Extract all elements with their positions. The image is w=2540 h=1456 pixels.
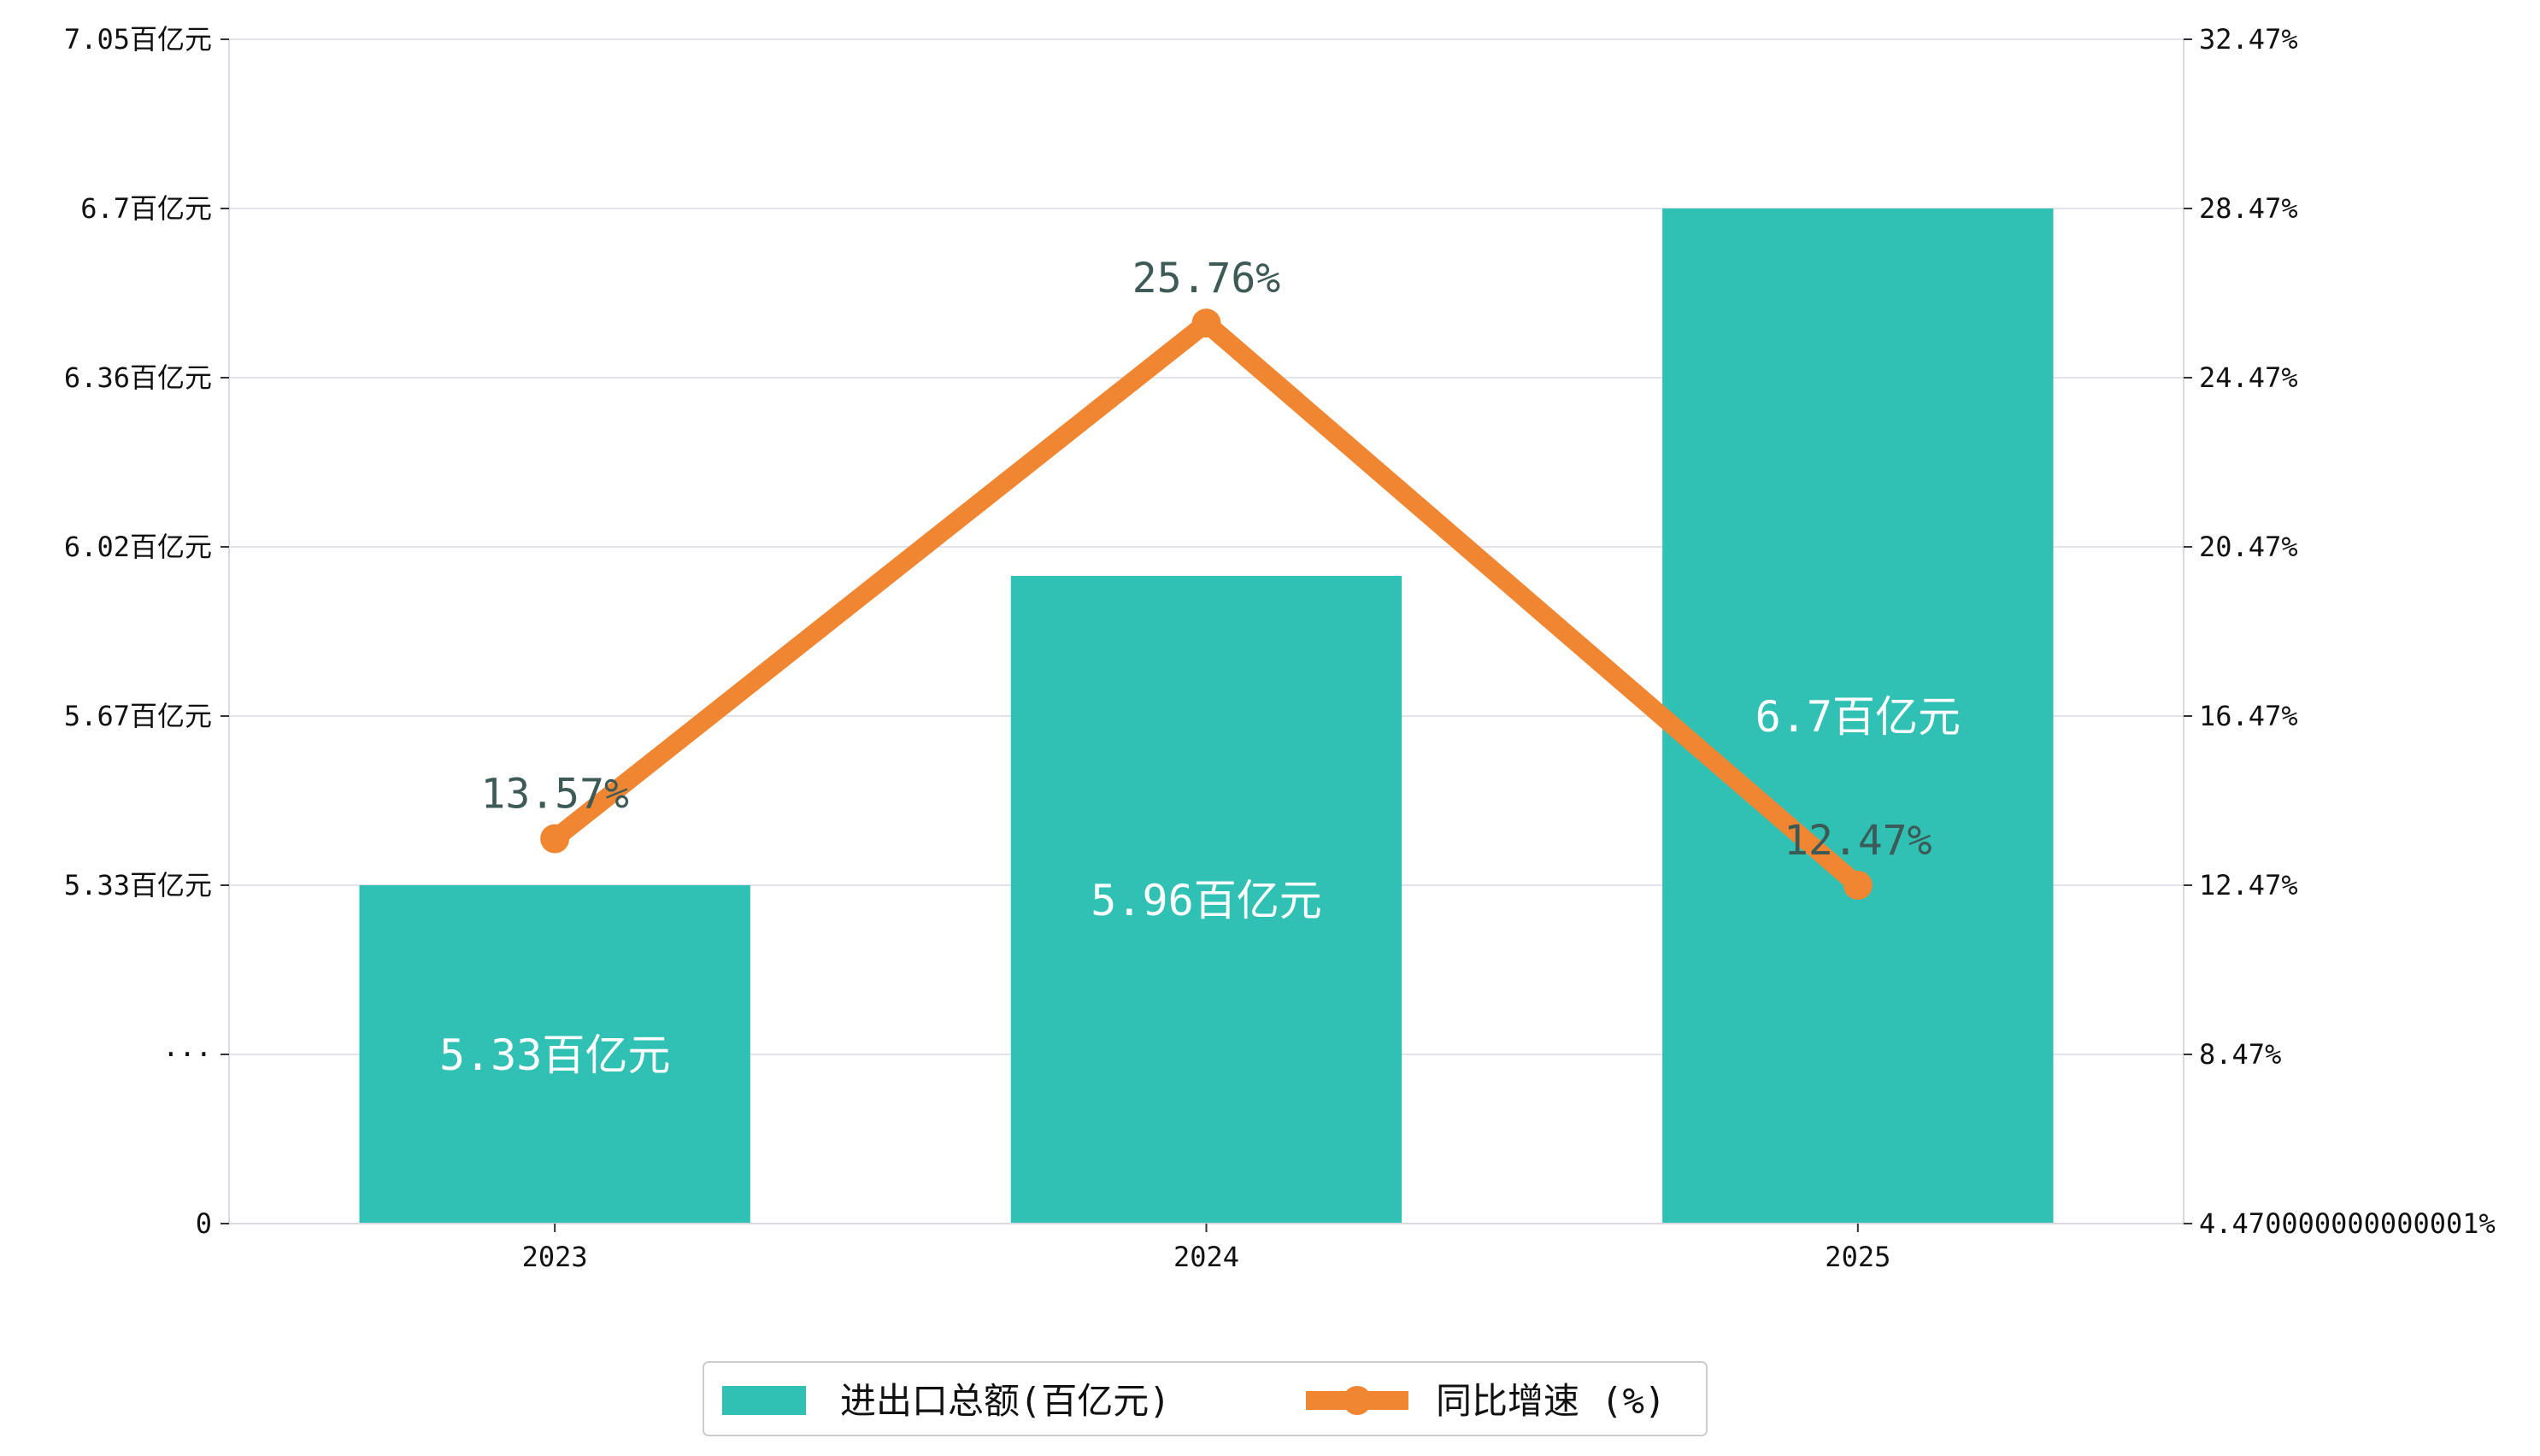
- growth-value-labels: 13.57% 25.76% 12.47%: [480, 255, 1931, 865]
- growth-value-label: 12.47%: [1784, 817, 1931, 865]
- bar-value-label: 5.96百亿元: [1091, 876, 1321, 925]
- x-axis-ticks: 2023 2024 2025: [522, 1224, 1890, 1273]
- x-tick-label: 2025: [1825, 1241, 1890, 1273]
- right-axis-ticks: 4.470000000000001% 8.47% 12.47% 16.47% 20.47…: [2184, 23, 2496, 1240]
- growth-point: [540, 824, 570, 854]
- growth-point: [1843, 871, 1873, 900]
- left-tick-label: ···: [162, 1038, 212, 1071]
- right-tick-label: 32.47%: [2199, 23, 2298, 56]
- growth-line-series: [540, 308, 1873, 900]
- bar: [1662, 208, 2054, 1224]
- legend-line-label: 同比增速 (%): [1436, 1380, 1666, 1422]
- growth-value-label: 25.76%: [1132, 255, 1280, 302]
- growth-value-label: 13.57%: [480, 771, 628, 819]
- legend-bar-swatch: [722, 1386, 806, 1415]
- right-tick-label: 4.470000000000001%: [2199, 1207, 2496, 1240]
- x-tick-label: 2024: [1173, 1241, 1239, 1273]
- right-tick-label: 8.47%: [2199, 1038, 2281, 1071]
- legend-line-marker: [1343, 1386, 1372, 1415]
- left-tick-label: 7.05百亿元: [64, 23, 212, 56]
- legend-box: [703, 1361, 1708, 1436]
- right-tick-label: 16.47%: [2199, 700, 2298, 732]
- x-tick-label: 2023: [522, 1241, 588, 1273]
- left-tick-label: 6.02百亿元: [64, 531, 212, 563]
- bar: [359, 885, 750, 1224]
- left-axis-ticks: 0 ··· 5.33百亿元 5.67百亿元 6.02百亿元 6.36百亿元 6.7百亿元 7.…: [64, 23, 229, 1240]
- left-tick-label: 6.36百亿元: [64, 361, 212, 394]
- bar-value-label: 6.7百亿元: [1755, 692, 1961, 742]
- right-tick-label: 12.47%: [2199, 869, 2298, 901]
- bar-value-label: 5.33百亿元: [439, 1030, 670, 1080]
- left-tick-label: 5.67百亿元: [64, 700, 212, 732]
- bar: [1010, 575, 1402, 1224]
- bars: [359, 208, 2054, 1224]
- right-tick-label: 24.47%: [2199, 361, 2298, 394]
- bar-value-labels: 5.33百亿元 5.96百亿元 6.7百亿元: [439, 692, 1961, 1080]
- left-tick-label: 5.33百亿元: [64, 869, 212, 901]
- legend: 进出口总额(百亿元) 同比增速 (%): [703, 1361, 1708, 1436]
- left-tick-label: 6.7百亿元: [80, 192, 212, 225]
- legend-bar-label: 进出口总额(百亿元): [840, 1380, 1171, 1422]
- right-tick-label: 20.47%: [2199, 531, 2298, 563]
- growth-point: [1191, 308, 1221, 338]
- right-tick-label: 28.47%: [2199, 192, 2298, 225]
- left-tick-label: 0: [196, 1207, 212, 1240]
